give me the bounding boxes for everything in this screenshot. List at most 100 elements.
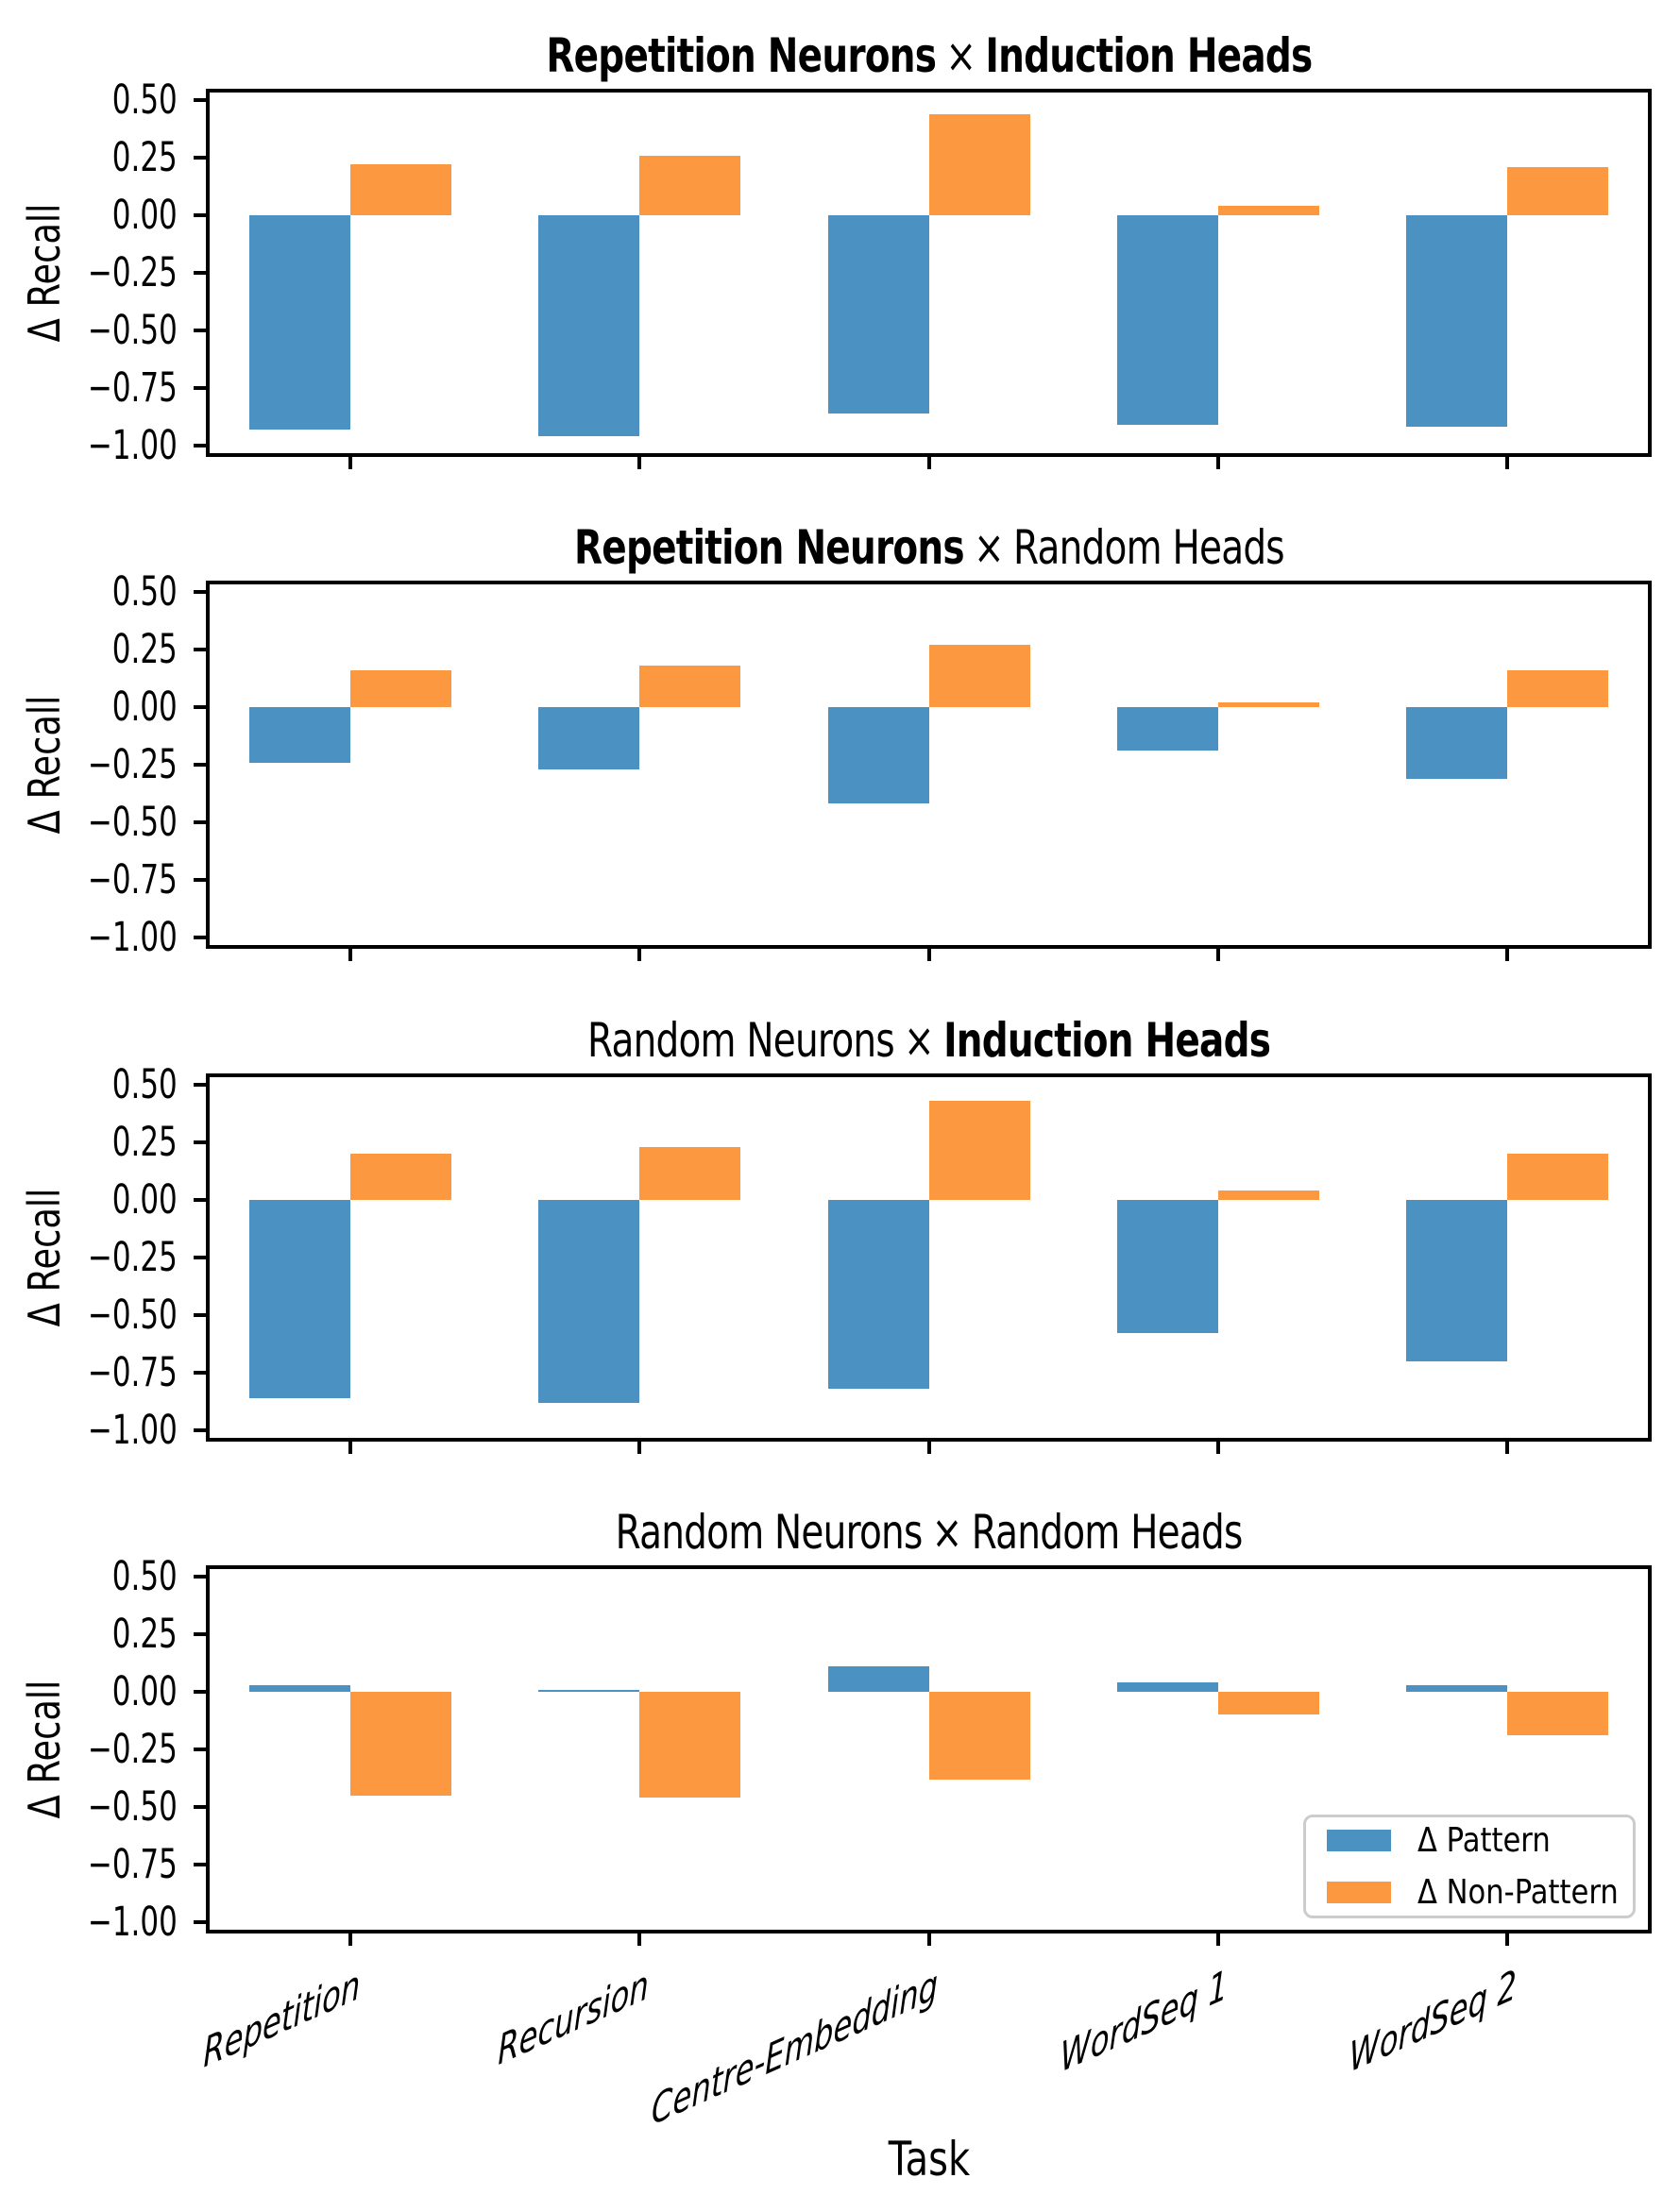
y-tick-mark — [194, 935, 206, 939]
y-tick-mark — [194, 98, 206, 103]
panel-title: Repetition Neurons × Induction Heads — [206, 30, 1652, 82]
y-tick-label: 0.50 — [0, 1557, 178, 1597]
y-tick-label-text: −0.75 — [88, 363, 178, 412]
y-tick-mark — [194, 1083, 206, 1088]
y-tick-label: −0.75 — [0, 1840, 178, 1888]
bar-delta-pattern — [1405, 1684, 1507, 1693]
y-tick-label-text: −0.75 — [88, 855, 178, 903]
y-tick-mark — [194, 1804, 206, 1809]
x-tick-mark — [1215, 949, 1220, 961]
panel-title-part: × — [973, 520, 1005, 575]
x-axis-label: Task — [206, 2132, 1652, 2187]
y-tick-label-text: −0.25 — [88, 741, 178, 788]
x-tick-mark — [348, 1933, 353, 1946]
bar-delta-pattern — [827, 215, 929, 414]
y-tick-mark — [194, 763, 206, 767]
y-tick-label-text: 0.00 — [112, 192, 178, 240]
y-tick-label-text: −0.75 — [88, 1840, 178, 1888]
x-tick-mark — [1504, 457, 1509, 469]
y-tick-mark — [194, 1919, 206, 1924]
x-tick-label-text: Centre-Embedding — [652, 1961, 939, 2136]
x-tick-mark — [637, 1442, 642, 1454]
y-tick-label-text: −1.00 — [88, 1898, 178, 1946]
y-tick-mark — [194, 1632, 206, 1637]
panel-title-part: Induction Heads — [943, 1013, 1271, 1068]
panel-title-text: Repetition Neurons × Random Heads — [574, 520, 1285, 575]
plot-area — [206, 1565, 1652, 1933]
bar-delta-non-pattern — [928, 113, 1030, 216]
y-tick-mark — [194, 648, 206, 652]
y-tick-label-text: 0.50 — [112, 1061, 178, 1109]
y-tick-label: 0.00 — [0, 1668, 178, 1716]
legend-item: Δ Non-Pattern — [1327, 1873, 1619, 1912]
legend-label: Δ Pattern — [1417, 1821, 1574, 1860]
x-tick-mark — [348, 457, 353, 469]
y-tick-label-text: 0.00 — [112, 1668, 178, 1716]
y-tick-label: −0.25 — [0, 253, 178, 294]
y-tick-label: −0.75 — [0, 1348, 178, 1396]
panel-title: Random Neurons × Random Heads — [206, 1507, 1652, 1559]
plot-area — [206, 1073, 1652, 1442]
y-tick-label-text: 0.25 — [112, 626, 178, 674]
panel-title-text: Repetition Neurons × Induction Heads — [546, 28, 1313, 83]
panel-title-part: × — [903, 1013, 935, 1068]
panel-title: Repetition Neurons × Random Heads — [206, 522, 1652, 574]
y-tick-label-text: −1.00 — [88, 913, 178, 961]
x-tick-mark — [926, 457, 931, 469]
y-tick-label: 0.25 — [0, 626, 178, 674]
y-tick-mark — [194, 877, 206, 882]
plot-area — [206, 581, 1652, 949]
y-tick-mark — [194, 1198, 206, 1203]
y-tick-label-text: −0.50 — [88, 1291, 178, 1339]
legend-swatch-pattern — [1327, 1830, 1391, 1851]
legend-item: Δ Pattern — [1327, 1821, 1612, 1860]
bar-delta-non-pattern — [1217, 702, 1319, 708]
y-tick-mark — [194, 705, 206, 710]
bar-delta-pattern — [249, 215, 351, 430]
y-tick-label: −1.00 — [0, 425, 178, 465]
bar-delta-non-pattern — [1506, 670, 1608, 708]
bar-delta-non-pattern — [928, 1101, 1030, 1201]
x-tick-label: WordSeq 1 — [1005, 1961, 1228, 2083]
y-tick-label: −0.75 — [0, 855, 178, 903]
bar-delta-pattern — [1405, 215, 1507, 428]
y-tick-label: −1.00 — [0, 1898, 178, 1946]
legend-swatch-non-pattern — [1327, 1882, 1391, 1903]
x-tick-label-text: WordSeq 1 — [1060, 1961, 1228, 2083]
panel-title: Random Neurons × Induction Heads — [206, 1015, 1652, 1067]
panel-title-part: Induction Heads — [984, 28, 1313, 83]
bar-delta-pattern — [249, 1684, 351, 1693]
y-tick-label-text: 0.50 — [112, 76, 178, 125]
bar-delta-non-pattern — [1506, 166, 1608, 216]
panel-title-part: Random Neurons — [586, 1013, 895, 1068]
bar-delta-non-pattern — [1506, 1154, 1608, 1201]
y-tick-mark — [194, 385, 206, 390]
bar-delta-non-pattern — [350, 1692, 452, 1796]
y-tick-label: 0.00 — [0, 1176, 178, 1224]
y-tick-label-text: 0.00 — [112, 1176, 178, 1224]
panel-title-part: Random Heads — [1012, 520, 1285, 575]
x-tick-mark — [637, 457, 642, 469]
bar-delta-pattern — [249, 1200, 351, 1398]
y-tick-label: −0.75 — [0, 363, 178, 412]
x-tick-mark — [926, 1442, 931, 1454]
y-tick-label-text: 0.25 — [112, 134, 178, 182]
legend-label-text: Δ Pattern — [1417, 1821, 1551, 1860]
bar-delta-pattern — [538, 215, 640, 437]
y-tick-label: −0.50 — [0, 1291, 178, 1339]
y-tick-mark — [194, 1312, 206, 1317]
bar-delta-non-pattern — [639, 666, 741, 708]
y-tick-mark — [194, 213, 206, 218]
y-tick-label: −0.25 — [0, 745, 178, 785]
x-tick-mark — [637, 1933, 642, 1946]
y-tick-label-text: −0.25 — [88, 1726, 178, 1773]
y-tick-mark — [194, 819, 206, 824]
bar-delta-pattern — [538, 707, 640, 769]
y-tick-mark — [194, 1748, 206, 1751]
bar-delta-non-pattern — [350, 1154, 452, 1201]
y-tick-label-text: −1.00 — [88, 1406, 178, 1454]
y-tick-mark — [194, 1370, 206, 1375]
y-tick-label-text: −0.75 — [88, 1348, 178, 1396]
y-tick-mark — [194, 156, 206, 160]
